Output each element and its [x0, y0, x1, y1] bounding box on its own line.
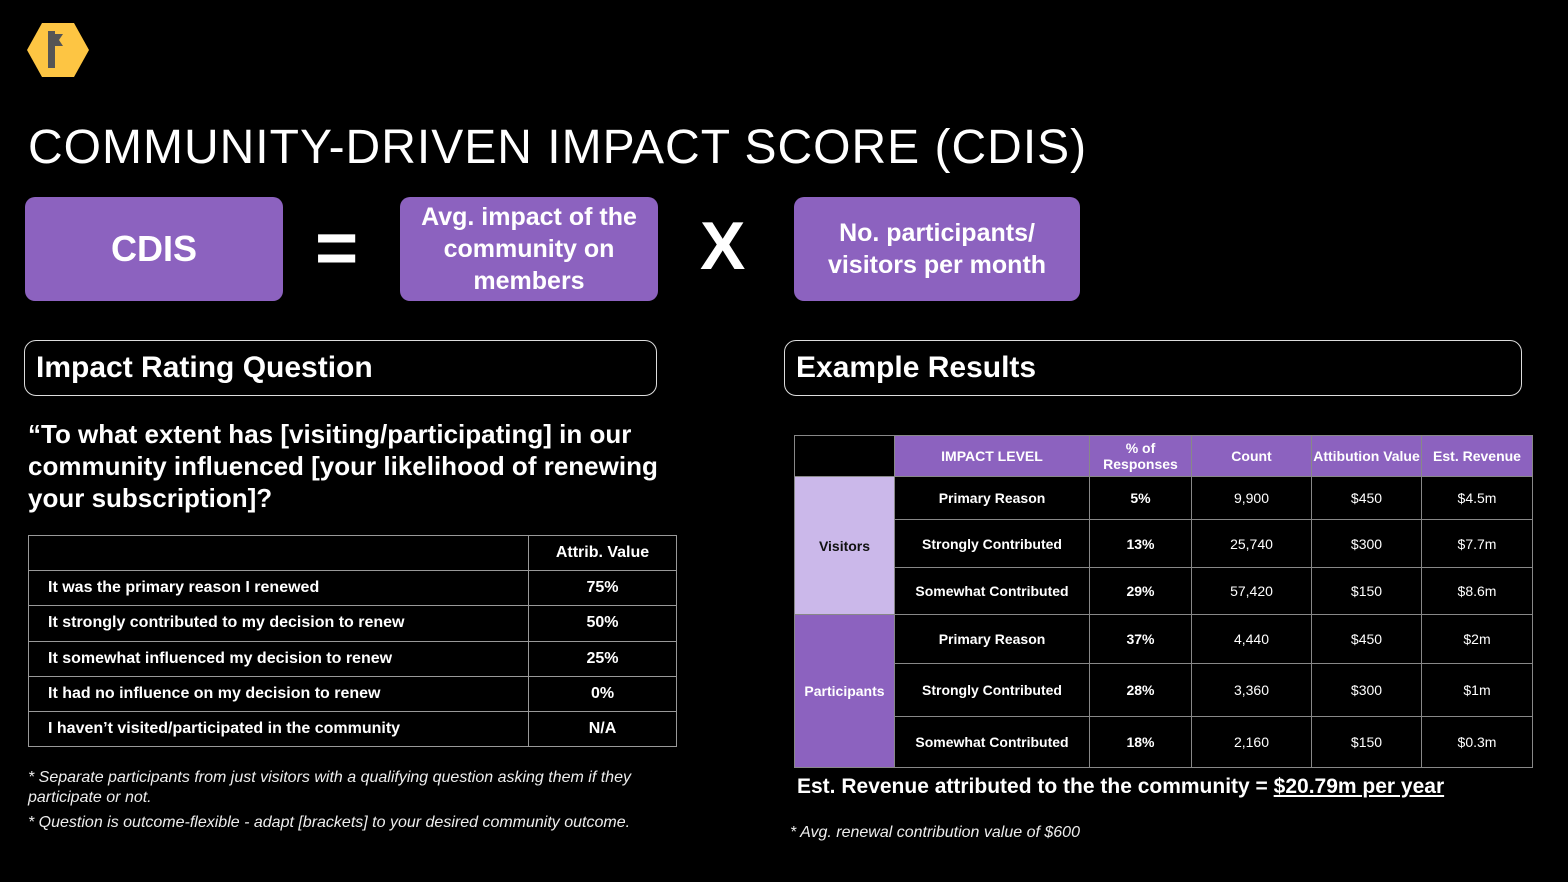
cell: 9,900: [1191, 476, 1312, 520]
row-value: 50%: [528, 605, 677, 642]
cell: $7.7m: [1421, 519, 1533, 568]
cell: $150: [1311, 716, 1422, 768]
column-header: Count: [1191, 435, 1312, 477]
row-value: 0%: [528, 675, 677, 712]
cell: Primary Reason: [894, 476, 1090, 520]
cell: 2,160: [1191, 716, 1312, 768]
table-row: Participants Primary Reason 37% 4,440 $450 $2…: [794, 614, 1533, 768]
cell: Strongly Contributed: [894, 519, 1090, 568]
equals-sign: =: [315, 206, 359, 289]
cell: Strongly Contributed: [894, 663, 1090, 717]
table-row: Visitors Primary Reason 5% 9,900 $450 $4.5m: [794, 476, 1533, 615]
note-renewal: * Avg. renewal contribution value of $60…: [790, 824, 1080, 841]
results-table: IMPACT LEVEL% of Responses Count Attibutio…: [794, 435, 1533, 768]
attribution-table: Attrib. Value It was the primary reason …: [28, 534, 677, 748]
row-value: N/A: [528, 710, 677, 748]
cell: 29%: [1089, 567, 1192, 615]
example-results-heading: Example Results: [784, 340, 1522, 396]
table-header-row: Attrib. Value: [28, 534, 677, 572]
cell: $450: [1311, 614, 1422, 664]
cell: $0.3m: [1421, 716, 1533, 768]
impact-rating-heading: Impact Rating Question: [24, 340, 657, 396]
cell: 57,420: [1191, 567, 1312, 615]
row-label: It had no influence on my decision to re…: [28, 675, 529, 712]
page-title: COMMUNITY-DRIVEN IMPACT SCORE (CDIS): [28, 121, 1088, 174]
total-label: Est. Revenue attributed to the the commu…: [797, 775, 1274, 798]
table-row: It somewhat influenced my decision to re…: [28, 640, 677, 677]
participants-box: No. participants/ visitors per month: [794, 197, 1080, 301]
row-label: It was the primary reason I renewed: [28, 570, 529, 607]
cell: 18%: [1089, 716, 1192, 768]
table-row: Strongly Contributed 28% 3,360 $300 $1m: [795, 663, 1533, 717]
table-row: Somewhat Contributed 29% 57,420 $150 $8.6m: [795, 567, 1533, 615]
group-label: Participants: [794, 614, 895, 768]
note-participants: * Separate participants from just visito…: [28, 769, 631, 806]
results-header-row: IMPACT LEVEL% of Responses Count Attibutio…: [794, 435, 1533, 477]
note-flexible: * Question is outcome-flexible - adapt […: [28, 814, 631, 831]
cell: $8.6m: [1421, 567, 1533, 615]
total-revenue: Est. Revenue attributed to the the commu…: [797, 775, 1444, 799]
cell: $300: [1311, 663, 1422, 717]
total-value: $20.79m per year: [1273, 775, 1445, 798]
cell: 5%: [1089, 476, 1192, 520]
cell: $450: [1311, 476, 1422, 520]
cell: $1m: [1421, 663, 1533, 717]
cell: 28%: [1089, 663, 1192, 717]
cell: 37%: [1089, 614, 1192, 664]
cell: 25,740: [1191, 519, 1312, 568]
attrib-value-header: Attrib. Value: [528, 534, 677, 572]
cell: $150: [1311, 567, 1422, 615]
multiply-sign: X: [700, 208, 746, 284]
rating-question: “To what extent has [visiting/participat…: [28, 419, 658, 513]
table-row: It had no influence on my decision to re…: [28, 675, 677, 712]
row-value: 75%: [528, 570, 677, 607]
table-row: Strongly Contributed 13% 25,740 $300 $7.7m: [795, 519, 1533, 568]
column-header: IMPACT LEVEL: [894, 435, 1090, 477]
column-header: Est. Revenue: [1421, 435, 1533, 477]
row-value: 25%: [528, 640, 677, 677]
row-label: I haven’t visited/participated in the co…: [28, 710, 529, 748]
table-row: It strongly contributed to my decision t…: [28, 605, 677, 642]
group-label: Visitors: [794, 476, 895, 615]
cell: Primary Reason: [894, 614, 1090, 664]
cell: $4.5m: [1421, 476, 1533, 520]
column-header: Attibution Value: [1311, 435, 1422, 477]
cell: 3,360: [1191, 663, 1312, 717]
column-header: % of Responses: [1089, 435, 1192, 477]
cell: $2m: [1421, 614, 1533, 664]
cell: 4,440: [1191, 614, 1312, 664]
table-row: It was the primary reason I renewed 75%: [28, 570, 677, 607]
cell: Somewhat Contributed: [894, 567, 1090, 615]
row-label: It strongly contributed to my decision t…: [28, 605, 529, 642]
table-row: I haven’t visited/participated in the co…: [28, 710, 677, 748]
logo-icon: [27, 23, 89, 77]
cell: 13%: [1089, 519, 1192, 568]
row-label: It somewhat influenced my decision to re…: [28, 640, 529, 677]
cdis-box: CDIS: [25, 197, 283, 301]
table-row: Somewhat Contributed 18% 2,160 $150 $0.3m: [795, 716, 1533, 768]
avg-impact-box: Avg. impact of the community on members: [400, 197, 658, 301]
cell: $300: [1311, 519, 1422, 568]
cell: Somewhat Contributed: [894, 716, 1090, 768]
